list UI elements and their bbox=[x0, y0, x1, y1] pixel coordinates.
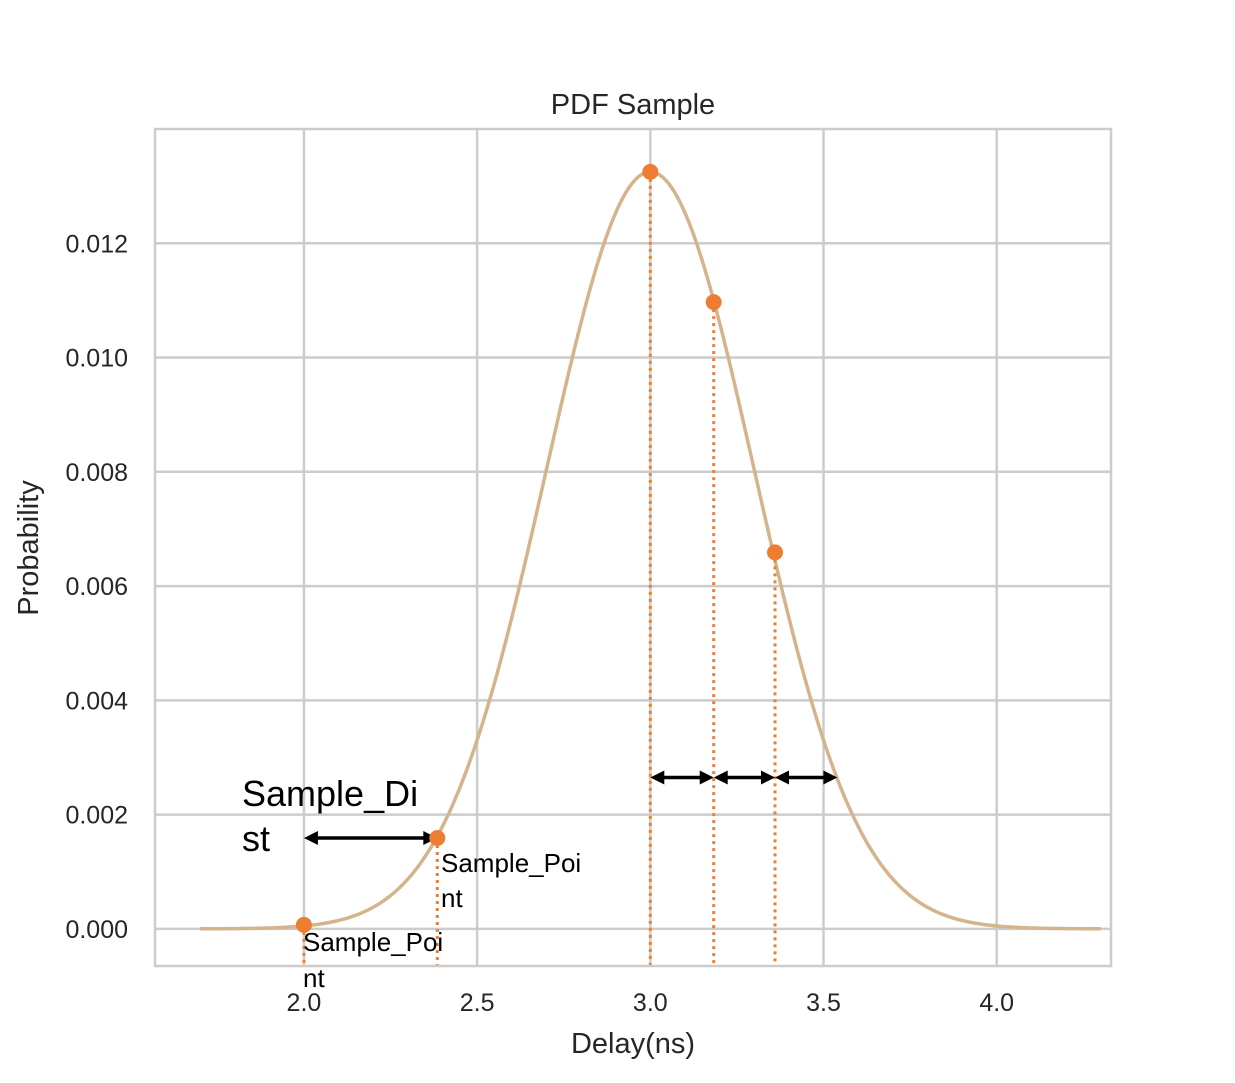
y-tick-label: 0.010 bbox=[65, 345, 128, 373]
y-tick-label: 0.008 bbox=[65, 459, 128, 487]
sample-point bbox=[767, 544, 784, 561]
annotation-sample-dist-line1: Sample_Di bbox=[242, 773, 418, 814]
annotation-sample-dist-line2: st bbox=[242, 818, 270, 859]
plot-frame bbox=[153, 127, 1113, 968]
x-tick-label: 4.0 bbox=[979, 989, 1014, 1017]
y-axis-label: Probability bbox=[13, 480, 45, 616]
arrow-head bbox=[775, 770, 790, 785]
sample-point bbox=[705, 294, 722, 311]
chart-title: PDF Sample bbox=[551, 89, 715, 121]
arrow-head bbox=[699, 770, 714, 785]
sample-point bbox=[429, 830, 446, 847]
drop-lines bbox=[302, 171, 777, 966]
x-tick-label: 3.0 bbox=[633, 989, 668, 1017]
arrow-head bbox=[823, 770, 838, 785]
arrows bbox=[303, 770, 838, 846]
y-tick-label: 0.004 bbox=[65, 687, 128, 715]
x-tick-labels: 2.0 2.5 3.0 3.5 4.0 bbox=[287, 989, 1015, 1017]
y-tick-labels: 0.000 0.002 0.004 0.006 0.008 0.010 0.012 bbox=[65, 230, 128, 944]
annotation-sample-point-upper-line2: nt bbox=[441, 883, 463, 913]
grid-lines bbox=[155, 129, 1111, 966]
annotation-sample-point-lower-line1: Sample_Poi bbox=[303, 927, 443, 957]
arrow-head bbox=[713, 770, 728, 785]
sample-points bbox=[295, 163, 784, 933]
arrow-head bbox=[650, 770, 665, 785]
y-tick-label: 0.002 bbox=[65, 802, 128, 830]
x-tick-label: 2.5 bbox=[460, 989, 495, 1017]
y-tick-label: 0.012 bbox=[65, 230, 128, 258]
arrow-head bbox=[761, 770, 776, 785]
x-axis-label: Delay(ns) bbox=[571, 1028, 695, 1060]
x-tick-label: 3.5 bbox=[806, 989, 841, 1017]
x-tick-label: 2.0 bbox=[287, 989, 322, 1017]
annotation-sample-point-lower-line2: nt bbox=[303, 963, 325, 993]
sample-point bbox=[642, 163, 659, 180]
sample-point bbox=[295, 916, 312, 933]
arrow-head bbox=[303, 831, 318, 846]
y-tick-label: 0.006 bbox=[65, 573, 128, 601]
y-tick-label: 0.000 bbox=[65, 916, 128, 944]
annotation-sample-point-upper-line1: Sample_Poi bbox=[441, 848, 581, 878]
